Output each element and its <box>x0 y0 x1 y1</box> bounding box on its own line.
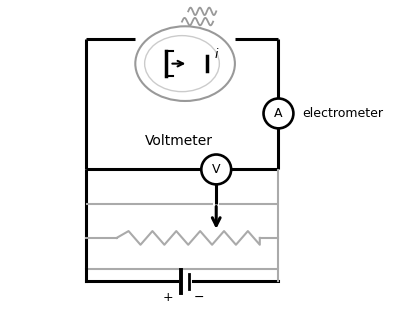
Circle shape <box>263 99 294 128</box>
Text: Voltmeter: Voltmeter <box>145 134 213 149</box>
Text: A: A <box>274 107 283 120</box>
Text: electrometer: electrometer <box>303 107 384 120</box>
Text: i: i <box>215 48 218 61</box>
Text: +: + <box>163 290 173 304</box>
Circle shape <box>201 154 231 184</box>
Text: −: − <box>194 290 205 304</box>
Text: V: V <box>212 163 220 176</box>
